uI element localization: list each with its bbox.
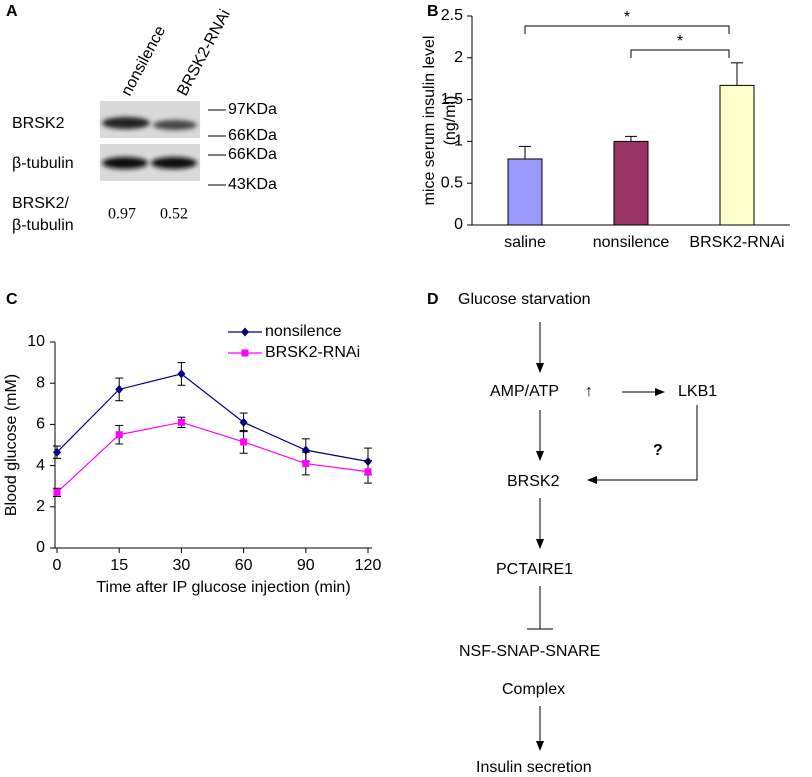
significance-star: * xyxy=(677,33,683,50)
x-tick-label: 30 xyxy=(173,557,191,574)
y-axis-label: (ng/ml) xyxy=(442,96,459,146)
node-label: Glucose starvation xyxy=(458,291,591,308)
data-point xyxy=(115,384,124,394)
ratio-value: 0.52 xyxy=(160,206,188,223)
y-tick-label: 2.5 xyxy=(441,7,463,24)
significance-bracket xyxy=(630,49,730,58)
bar xyxy=(613,140,649,226)
blot-image xyxy=(100,101,200,181)
row-label: BRSK2 xyxy=(12,115,65,132)
marker-label: 97KDa xyxy=(228,101,277,118)
series-line xyxy=(56,373,369,463)
marker-label: 66KDa xyxy=(228,127,277,144)
x-tick-label: 0 xyxy=(53,557,62,574)
data-point xyxy=(53,447,61,457)
x-tick-label: BRSK2-RNAi xyxy=(689,234,784,251)
y-tick-label: 6 xyxy=(36,416,45,433)
legend-marker xyxy=(241,327,249,337)
x-tick-label: 15 xyxy=(110,557,128,574)
lane-label: BRSK2-RNAi xyxy=(174,7,234,99)
panel-letter: C xyxy=(6,291,18,308)
bar xyxy=(719,84,755,226)
y-tick-label: 4 xyxy=(36,457,45,474)
series-line xyxy=(56,421,369,493)
node-label: Complex xyxy=(502,681,565,698)
data-point xyxy=(240,438,248,446)
data-point xyxy=(302,460,310,468)
y-axis-label: mice serum insulin level xyxy=(421,36,438,206)
y-tick-label: 2 xyxy=(36,498,45,515)
node-label: BRSK2 xyxy=(507,473,560,490)
data-point xyxy=(177,418,185,426)
x-tick-label: 120 xyxy=(355,557,382,574)
ratio-label: β-tubulin xyxy=(12,217,74,234)
y-tick-label: 2 xyxy=(454,49,463,66)
legend-label: nonsilence xyxy=(265,323,342,340)
significance-star: * xyxy=(624,9,630,26)
panel-letter: B xyxy=(427,3,439,20)
up-arrow: ↑ xyxy=(585,383,593,400)
y-axis-label: Blood glucose (mM) xyxy=(3,374,20,516)
y-tick-label: 8 xyxy=(36,374,45,391)
y-tick-label: 10 xyxy=(27,333,45,350)
node-label: NSF-SNAP-SNARE xyxy=(459,643,600,660)
node-label: PCTAIRE1 xyxy=(496,561,573,578)
marker-label: 66KDa xyxy=(228,146,277,163)
y-tick-label: 1.5 xyxy=(441,91,463,108)
size-markers xyxy=(208,109,226,186)
panel-letter: D xyxy=(427,291,439,308)
node-label: Insulin secretion xyxy=(476,759,592,776)
legend-marker xyxy=(241,349,249,357)
data-point xyxy=(53,488,61,496)
legend-label: BRSK2-RNAi xyxy=(265,344,360,361)
x-axis-label: Time after IP glucose injection (min) xyxy=(96,579,350,596)
x-tick-label: nonsilence xyxy=(593,234,670,251)
panel-letter: A xyxy=(6,3,18,20)
pathway-arrows xyxy=(527,322,698,751)
ratio-value: 0.97 xyxy=(108,206,136,223)
data-point xyxy=(364,468,372,476)
node-label: AMP/ATP xyxy=(490,383,559,400)
row-label: β-tubulin xyxy=(12,155,74,172)
data-point xyxy=(115,431,123,439)
data-point xyxy=(239,417,248,427)
y-tick-label: 1 xyxy=(454,133,463,150)
ratio-label: BRSK2/ xyxy=(12,195,69,212)
x-tick-label: 90 xyxy=(297,557,315,574)
marker-label: 43KDa xyxy=(228,176,277,193)
lane-label: nonsilence xyxy=(118,23,169,99)
question-mark: ? xyxy=(653,442,663,459)
data-point xyxy=(177,369,186,379)
y-tick-label: 0 xyxy=(36,539,45,556)
x-tick-label: saline xyxy=(504,234,546,251)
significance-bracket xyxy=(524,25,730,34)
x-tick-label: 60 xyxy=(235,557,253,574)
bar xyxy=(507,158,543,226)
y-tick-label: 0 xyxy=(454,216,463,233)
y-tick-label: 0.5 xyxy=(441,174,463,191)
node-label: LKB1 xyxy=(678,383,717,400)
